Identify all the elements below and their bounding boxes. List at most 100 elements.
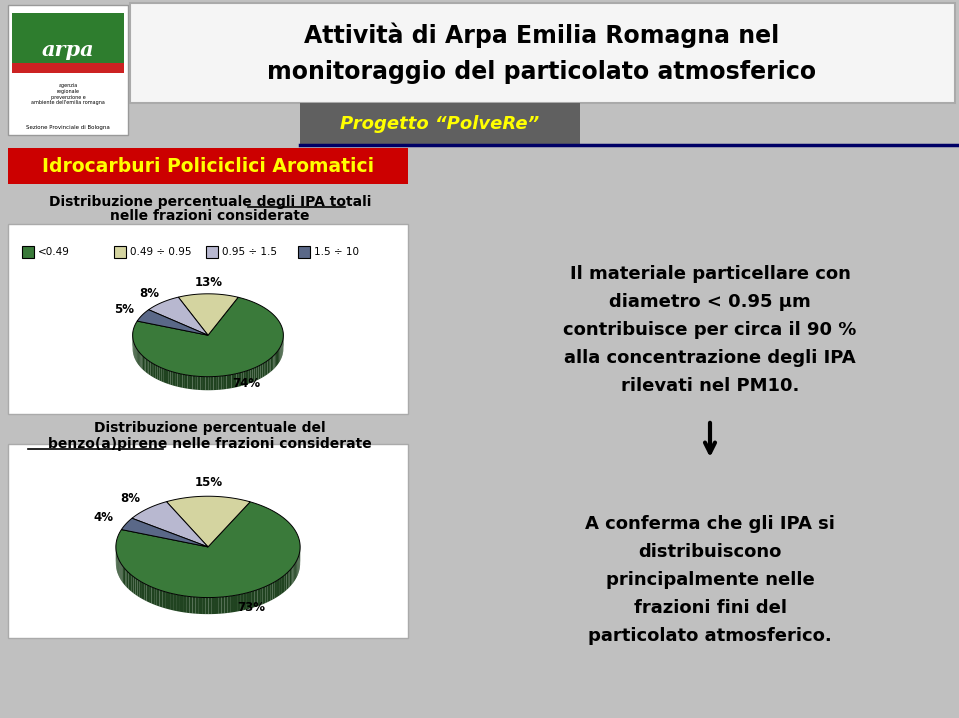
Polygon shape <box>174 594 176 611</box>
Polygon shape <box>276 352 277 367</box>
Polygon shape <box>142 355 143 370</box>
Polygon shape <box>193 597 196 614</box>
Polygon shape <box>165 592 168 609</box>
Polygon shape <box>273 355 274 369</box>
Polygon shape <box>275 580 277 598</box>
Polygon shape <box>180 373 182 388</box>
Polygon shape <box>190 376 193 389</box>
Polygon shape <box>122 564 123 582</box>
Polygon shape <box>126 569 127 587</box>
Polygon shape <box>263 587 266 605</box>
Polygon shape <box>152 587 154 605</box>
Polygon shape <box>259 365 261 380</box>
Polygon shape <box>277 350 278 365</box>
Bar <box>130 3 955 103</box>
Polygon shape <box>127 571 129 589</box>
Text: Distribuzione percentuale del: Distribuzione percentuale del <box>94 421 326 435</box>
Polygon shape <box>166 370 168 384</box>
Polygon shape <box>142 582 144 600</box>
Polygon shape <box>146 358 147 373</box>
Polygon shape <box>211 376 214 390</box>
Polygon shape <box>202 597 205 614</box>
Polygon shape <box>200 376 203 390</box>
Text: 74%: 74% <box>232 378 260 391</box>
Polygon shape <box>143 356 144 370</box>
Polygon shape <box>162 591 165 608</box>
Polygon shape <box>266 585 268 603</box>
Polygon shape <box>257 589 260 606</box>
Polygon shape <box>223 376 226 389</box>
Polygon shape <box>138 579 140 597</box>
Polygon shape <box>139 352 140 367</box>
Polygon shape <box>255 589 257 607</box>
Polygon shape <box>208 377 211 391</box>
Polygon shape <box>249 592 252 609</box>
Polygon shape <box>224 597 227 613</box>
Polygon shape <box>164 369 166 383</box>
Polygon shape <box>149 586 152 604</box>
Polygon shape <box>237 373 239 387</box>
Polygon shape <box>222 597 224 614</box>
Polygon shape <box>252 368 255 382</box>
Polygon shape <box>219 376 222 390</box>
Polygon shape <box>189 597 193 613</box>
Polygon shape <box>140 581 142 599</box>
Polygon shape <box>196 597 199 614</box>
Polygon shape <box>147 360 149 374</box>
Polygon shape <box>153 364 155 378</box>
Polygon shape <box>171 371 173 386</box>
Polygon shape <box>178 294 238 335</box>
Polygon shape <box>140 353 142 368</box>
Polygon shape <box>180 595 183 612</box>
Polygon shape <box>285 574 287 592</box>
Text: Distribuzione percentuale degli IPA totali: Distribuzione percentuale degli IPA tota… <box>49 195 371 209</box>
Bar <box>300 103 580 145</box>
Polygon shape <box>227 596 231 613</box>
Polygon shape <box>131 575 133 593</box>
Polygon shape <box>195 376 198 390</box>
Polygon shape <box>260 587 263 605</box>
Text: 73%: 73% <box>237 601 265 614</box>
Polygon shape <box>239 373 242 386</box>
Polygon shape <box>272 356 273 370</box>
Polygon shape <box>199 597 202 614</box>
Text: monitoraggio del particolato atmosferico: monitoraggio del particolato atmosferico <box>268 60 816 84</box>
Polygon shape <box>219 597 222 614</box>
Polygon shape <box>203 376 205 390</box>
Polygon shape <box>173 372 175 386</box>
Text: 8%: 8% <box>139 286 159 299</box>
Text: Attività di Arpa Emilia Romagna nel: Attività di Arpa Emilia Romagna nel <box>304 22 780 48</box>
Polygon shape <box>183 596 186 612</box>
Polygon shape <box>144 358 146 372</box>
Polygon shape <box>261 364 263 378</box>
Bar <box>298 246 310 258</box>
Polygon shape <box>229 375 231 388</box>
Polygon shape <box>263 363 264 378</box>
Polygon shape <box>231 595 234 612</box>
Polygon shape <box>162 368 164 383</box>
Polygon shape <box>246 592 249 610</box>
Polygon shape <box>252 591 255 608</box>
Polygon shape <box>156 589 159 607</box>
Polygon shape <box>122 518 208 547</box>
Text: 1.5 ÷ 10: 1.5 ÷ 10 <box>314 247 359 257</box>
Text: Idrocarburi Policiclici Aromatici: Idrocarburi Policiclici Aromatici <box>42 157 374 175</box>
Text: 8%: 8% <box>120 492 140 505</box>
Bar <box>8 5 128 135</box>
Polygon shape <box>116 502 300 597</box>
Polygon shape <box>152 363 153 378</box>
Polygon shape <box>283 575 285 593</box>
Polygon shape <box>151 362 152 376</box>
Polygon shape <box>123 566 124 584</box>
Polygon shape <box>212 597 215 614</box>
Polygon shape <box>124 568 126 586</box>
Polygon shape <box>130 574 131 592</box>
Polygon shape <box>149 361 151 376</box>
Polygon shape <box>255 367 257 381</box>
Polygon shape <box>193 376 195 390</box>
Polygon shape <box>185 375 187 388</box>
Polygon shape <box>132 502 208 547</box>
Bar <box>12 13 124 68</box>
Polygon shape <box>159 590 162 607</box>
Polygon shape <box>198 376 200 390</box>
